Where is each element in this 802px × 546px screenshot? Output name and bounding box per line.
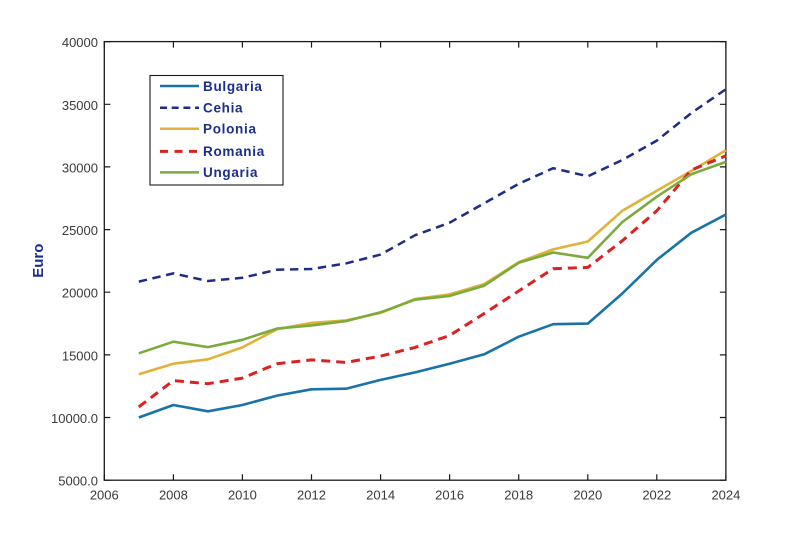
svg-text:2016: 2016 (435, 488, 464, 503)
svg-text:15000: 15000 (62, 348, 98, 363)
svg-text:2024: 2024 (711, 488, 740, 503)
svg-text:5000.0: 5000.0 (58, 474, 98, 489)
svg-text:2012: 2012 (297, 488, 326, 503)
svg-text:20000: 20000 (62, 286, 98, 301)
svg-text:Cehia: Cehia (203, 101, 243, 116)
svg-text:2014: 2014 (366, 488, 395, 503)
svg-text:40000: 40000 (62, 35, 98, 50)
svg-text:Romania: Romania (203, 144, 265, 159)
svg-text:Polonia: Polonia (203, 122, 257, 137)
svg-text:30000: 30000 (62, 160, 98, 175)
svg-text:35000: 35000 (62, 98, 98, 113)
svg-text:2020: 2020 (573, 488, 602, 503)
svg-text:25000: 25000 (62, 223, 98, 238)
svg-text:2010: 2010 (228, 488, 257, 503)
svg-text:2022: 2022 (642, 488, 671, 503)
svg-text:Euro: Euro (30, 244, 47, 278)
svg-text:2006: 2006 (90, 488, 119, 503)
svg-text:10000.0: 10000.0 (51, 411, 98, 426)
svg-text:2018: 2018 (504, 488, 533, 503)
svg-text:Bulgaria: Bulgaria (203, 79, 263, 94)
svg-text:2008: 2008 (159, 488, 188, 503)
svg-text:Ungaria: Ungaria (203, 165, 258, 180)
